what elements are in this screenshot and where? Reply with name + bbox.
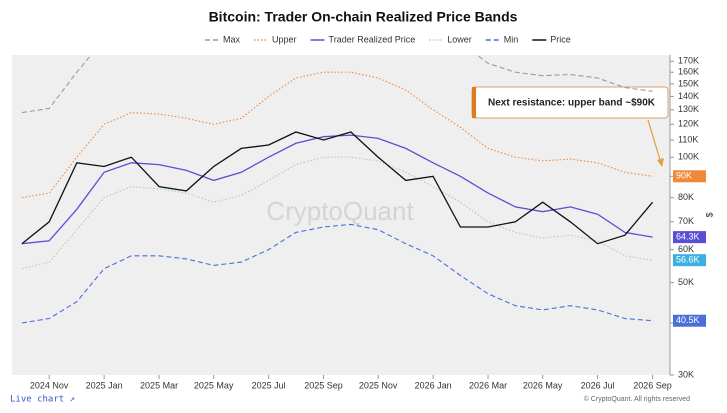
y-tick-label: 70K bbox=[678, 216, 694, 226]
footnote: © CryptoQuant. All rights reserved bbox=[584, 395, 690, 403]
y-tick-label: 140K bbox=[678, 91, 699, 101]
end-label: 64.3K bbox=[676, 231, 700, 241]
series-line bbox=[21, 55, 653, 114]
x-tick-label: 2025 Nov bbox=[359, 380, 398, 390]
y-tick-label: 80K bbox=[678, 192, 694, 202]
x-tick-label: 2026 Jan bbox=[415, 380, 452, 390]
annotation-accent bbox=[472, 87, 476, 118]
end-label: 56.6K bbox=[676, 255, 700, 265]
legend-label: Price bbox=[550, 34, 571, 44]
legend-label: Max bbox=[223, 34, 241, 44]
y-tick-label: 100K bbox=[678, 152, 699, 162]
watermark: CryptoQuant bbox=[266, 196, 414, 226]
end-label: 90K bbox=[676, 171, 692, 181]
legend-label: Lower bbox=[447, 34, 472, 44]
y-tick-label: 110K bbox=[678, 134, 698, 144]
x-tick-label: 2026 Mar bbox=[469, 380, 507, 390]
x-tick-label: 2025 Sep bbox=[304, 380, 343, 390]
annotation-arrowhead bbox=[657, 158, 664, 167]
series-line bbox=[21, 223, 653, 324]
live-chart-link[interactable]: Live chart ↗ bbox=[10, 395, 75, 405]
legend-label: Min bbox=[504, 34, 519, 44]
chart-title: Bitcoin: Trader On-chain Realized Price … bbox=[209, 9, 518, 25]
end-label-box bbox=[673, 254, 706, 267]
x-tick-label: 2025 Jan bbox=[86, 380, 123, 390]
end-label-box bbox=[673, 231, 706, 244]
series-line bbox=[21, 71, 653, 199]
y-tick-label: 160K bbox=[678, 67, 699, 77]
x-tick-label: 2026 Sep bbox=[633, 380, 672, 390]
x-tick-label: 2025 Mar bbox=[140, 380, 178, 390]
y-tick-label: 50K bbox=[678, 277, 694, 287]
end-label: 40.5K bbox=[676, 315, 700, 325]
y-tick-label: 60K bbox=[678, 244, 694, 254]
annotation: Next resistance: upper band ~$90K bbox=[471, 86, 669, 167]
y-tick-label: 120K bbox=[678, 119, 699, 129]
end-label-box bbox=[673, 170, 706, 183]
series-line bbox=[21, 131, 654, 245]
x-tick-label: 2026 Jul bbox=[581, 380, 615, 390]
legend-label: Upper bbox=[272, 34, 297, 44]
annotation-text: Next resistance: upper band ~$90K bbox=[488, 98, 656, 109]
x-tick-label: 2025 Jul bbox=[252, 380, 286, 390]
x-tick-label: 2024 Nov bbox=[30, 380, 69, 390]
y-tick-label: 130K bbox=[678, 104, 699, 114]
x-tick-label: 2025 May bbox=[194, 380, 234, 390]
y-tick-label: 30K bbox=[678, 369, 694, 379]
annotation-arrow bbox=[647, 119, 662, 164]
y-tick-label: 150K bbox=[678, 78, 699, 88]
legend-label: Trader Realized Price bbox=[329, 34, 416, 44]
series-line bbox=[21, 156, 653, 270]
y-tick-label: 170K bbox=[678, 56, 699, 66]
x-tick-label: 2026 May bbox=[523, 380, 563, 390]
end-label-box bbox=[673, 314, 706, 327]
y-axis-label: $ bbox=[704, 212, 714, 217]
